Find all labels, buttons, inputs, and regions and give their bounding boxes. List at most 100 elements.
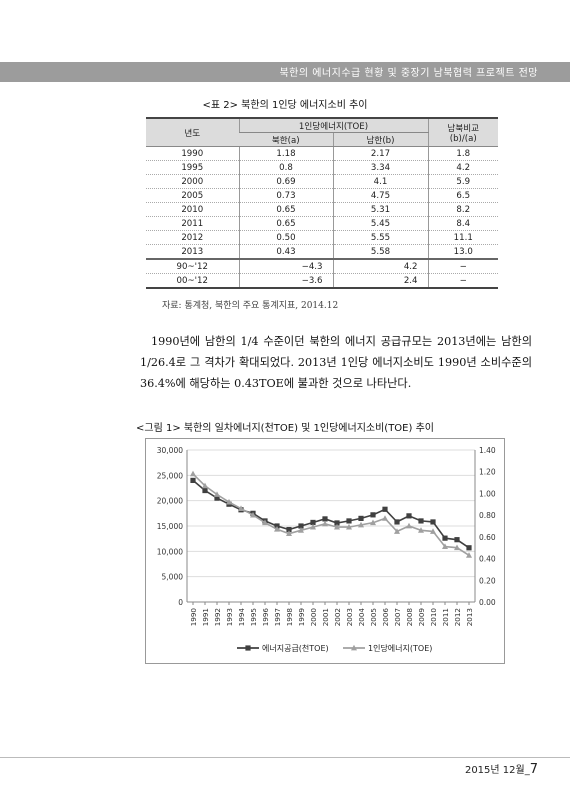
x-axis-tick-label: 2005 <box>369 608 378 626</box>
cell-year: 2005 <box>146 188 239 203</box>
header-ratio-line2: (b)/(a) <box>449 133 477 144</box>
table-row: 2011 0.65 5.45 8.4 <box>146 216 498 231</box>
data-point-square <box>334 520 340 526</box>
left-axis-tick-label: 5,000 <box>162 573 184 582</box>
data-point-triangle <box>358 521 364 528</box>
data-point-square <box>346 518 352 524</box>
x-axis-tick-label: 2013 <box>465 608 474 626</box>
cell-ratio: 4.2 <box>427 160 498 175</box>
figure-title: <그림 1> 북한의 일차에너지(천TOE) 및 1인당에너지소비(TOE) 추… <box>136 423 434 434</box>
x-axis-tick-label: 1994 <box>237 608 246 627</box>
data-point-square <box>274 523 280 529</box>
table-source: 자료: 통계청, 북한의 주요 통계지표, 2014.12 <box>162 301 339 311</box>
data-point-square <box>190 477 196 483</box>
running-header-title: 북한의 에너지수급 현황 및 중장기 남북협력 프로젝트 전망 <box>279 68 538 79</box>
right-axis-tick-label: 1.20 <box>479 468 496 477</box>
legend-marker-square <box>245 645 251 651</box>
left-axis-tick-label: 0 <box>178 598 183 607</box>
header-year: 년도 <box>146 117 239 147</box>
table-row: 2012 0.50 5.55 11.1 <box>146 230 498 245</box>
data-point-triangle <box>226 498 232 505</box>
data-point-triangle <box>274 526 280 532</box>
cell-south-rate: 4.2 <box>332 258 428 274</box>
data-point-square <box>298 523 304 529</box>
cell-ratio: 8.4 <box>427 216 498 231</box>
cell-north: 1.18 <box>238 146 333 161</box>
x-axis-tick-label: 2002 <box>333 608 342 626</box>
table-row: 2000 0.69 4.1 5.9 <box>146 174 498 189</box>
cell-year: 2011 <box>146 216 239 231</box>
cell-ratio: 13.0 <box>427 244 498 260</box>
header-ratio: 남북비교 (b)/(a) <box>427 117 498 147</box>
cell-ratio: 5.9 <box>427 174 498 189</box>
data-point-square <box>442 535 448 541</box>
table-row-period: 90~'12 −4.3 4.2 − <box>146 258 498 274</box>
x-axis-tick-label: 2003 <box>345 608 354 626</box>
table-row-period: 00~'12 −3.6 2.4 − <box>146 273 498 289</box>
cell-south: 5.58 <box>332 244 428 260</box>
cell-north: 0.43 <box>238 244 333 260</box>
data-point-triangle <box>190 470 196 477</box>
cell-north-rate: −3.6 <box>238 273 333 289</box>
body-paragraph-text: 1990년에 남한의 1/4 수준이던 북한의 에너지 공급규모는 2013년에… <box>140 335 532 390</box>
data-point-square <box>358 515 364 521</box>
cell-north: 0.69 <box>238 174 333 189</box>
data-point-triangle <box>310 523 316 530</box>
x-axis-tick-label: 1992 <box>213 608 222 626</box>
data-point-triangle <box>406 522 412 529</box>
x-axis-tick-label: 1996 <box>261 608 270 627</box>
data-point-triangle <box>394 528 400 534</box>
cell-year: 2012 <box>146 230 239 245</box>
cell-south-rate: 2.4 <box>332 273 428 289</box>
data-point-square <box>394 519 400 525</box>
data-point-square <box>310 519 316 526</box>
x-axis-tick-label: 2000 <box>309 608 318 627</box>
x-axis-tick-label: 1993 <box>225 608 234 626</box>
body-paragraph: 1990년에 남한의 1/4 수준이던 북한의 에너지 공급규모는 2013년에… <box>140 331 532 394</box>
table-title: <표 2> 북한의 1인당 에너지소비 추이 <box>202 100 368 111</box>
legend-marker-triangle <box>351 644 357 651</box>
data-point-square <box>430 519 436 525</box>
data-point-square <box>454 537 460 543</box>
data-point-triangle <box>370 519 376 526</box>
data-point-triangle <box>214 491 220 497</box>
cell-year: 2010 <box>146 202 239 217</box>
x-axis-tick-label: 1998 <box>285 608 294 627</box>
data-point-triangle <box>262 519 268 526</box>
data-point-triangle <box>346 523 352 530</box>
cell-south: 3.34 <box>332 160 428 175</box>
legend-label: 에너지공급(천TOE) <box>262 643 329 653</box>
data-point-square <box>418 518 424 524</box>
cell-year: 2013 <box>146 244 239 260</box>
cell-year: 1995 <box>146 160 239 175</box>
data-point-triangle <box>298 527 304 533</box>
x-axis-tick-label: 2008 <box>405 608 414 627</box>
data-point-square <box>322 516 328 522</box>
cell-south: 4.1 <box>332 174 428 189</box>
legend-label: 1인당에너지(TOE) <box>368 643 432 653</box>
data-point-triangle <box>202 482 208 489</box>
data-point-triangle <box>454 544 460 551</box>
data-point-square <box>370 512 376 518</box>
x-axis-tick-label: 1999 <box>297 608 306 627</box>
cell-ratio: 6.5 <box>427 188 498 203</box>
x-axis-tick-label: 1991 <box>201 608 210 626</box>
data-point-square <box>382 506 388 512</box>
cell-ratio: − <box>427 258 498 274</box>
cell-ratio: 1.8 <box>427 146 498 161</box>
x-axis-tick-label: 1995 <box>249 608 258 626</box>
right-axis-tick-label: 0.20 <box>479 576 496 585</box>
right-axis-tick-label: 1.40 <box>479 446 496 455</box>
issue-label: 2015년 12월_ <box>464 765 530 776</box>
cell-north: 0.73 <box>238 188 333 203</box>
data-point-triangle <box>466 552 472 558</box>
cell-period: 90~'12 <box>146 258 239 274</box>
footer-rule <box>0 757 570 758</box>
cell-period: 00~'12 <box>146 273 239 289</box>
data-point-square <box>202 487 208 494</box>
cell-south: 5.45 <box>332 216 428 231</box>
table-row: 2005 0.73 4.75 6.5 <box>146 188 498 203</box>
data-point-square <box>214 495 220 501</box>
x-axis-tick-label: 2006 <box>381 608 390 627</box>
x-axis-tick-label: 2007 <box>393 608 402 626</box>
